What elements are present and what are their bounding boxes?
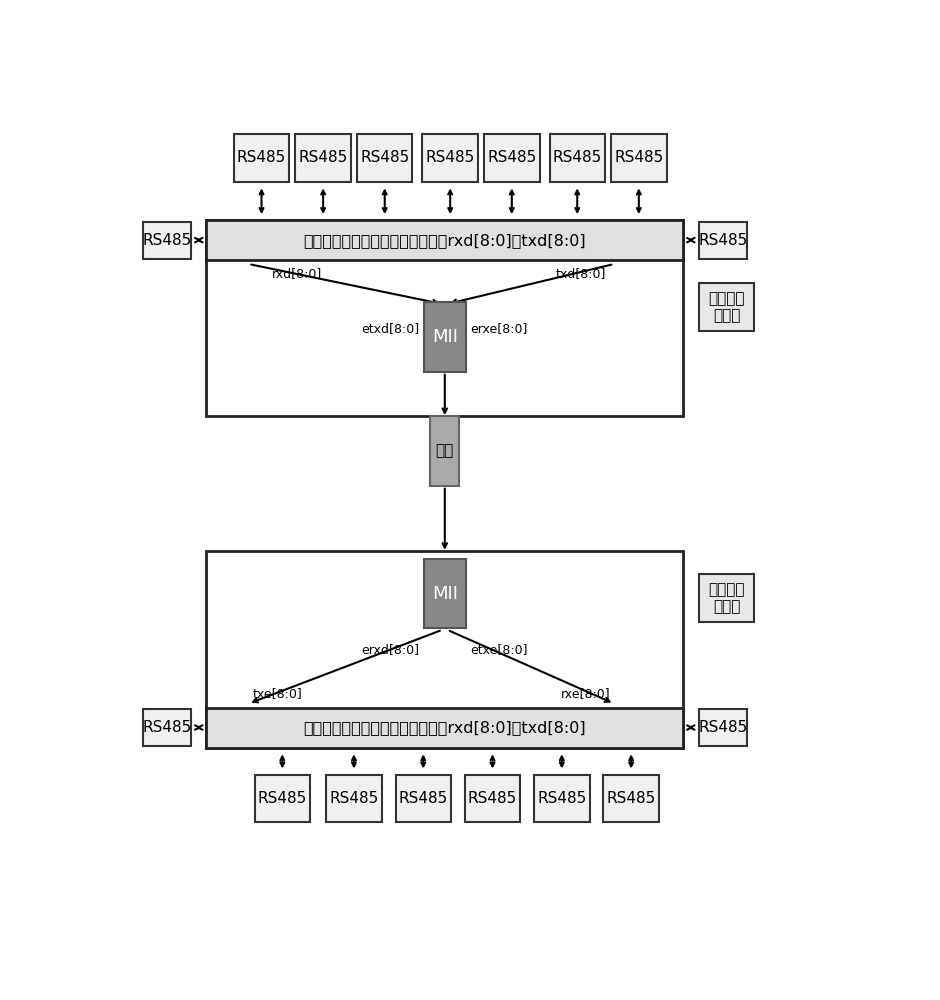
Bar [699, 709, 746, 746]
Text: RS485: RS485 [468, 791, 517, 806]
Text: RS485: RS485 [237, 150, 286, 165]
Bar [699, 222, 746, 259]
Bar [484, 134, 540, 182]
Bar [143, 709, 191, 746]
Text: etxe[8:0]: etxe[8:0] [471, 643, 528, 656]
Bar [234, 134, 290, 182]
Text: RS485: RS485 [258, 791, 307, 806]
Text: erxe[8:0]: erxe[8:0] [471, 322, 528, 335]
Text: RS485: RS485 [426, 150, 475, 165]
Text: RS485: RS485 [299, 150, 348, 165]
Bar [424, 559, 466, 628]
Text: RS485: RS485 [142, 233, 192, 248]
Bar [464, 774, 520, 822]
Bar [603, 774, 659, 822]
Text: RS485: RS485 [606, 791, 656, 806]
Text: 编码器方
向从站: 编码器方 向从站 [709, 582, 744, 614]
Text: RS485: RS485 [537, 791, 587, 806]
Bar [431, 416, 460, 486]
Text: erxd[8:0]: erxd[8:0] [361, 643, 419, 656]
Text: MII: MII [431, 585, 458, 603]
Bar [396, 774, 451, 822]
Text: 网线: 网线 [435, 444, 454, 459]
Text: RS485: RS485 [399, 791, 447, 806]
Text: 优先级处理、递辑控制、数据交换rxd[8:0]和txd[8:0]: 优先级处理、递辑控制、数据交换rxd[8:0]和txd[8:0] [304, 720, 587, 735]
Text: rxd[8:0]: rxd[8:0] [272, 267, 321, 280]
Text: 优先级处理、递辑控制、数据交换rxd[8:0]和txd[8:0]: 优先级处理、递辑控制、数据交换rxd[8:0]和txd[8:0] [304, 233, 587, 248]
Text: RS485: RS485 [553, 150, 602, 165]
Text: RS485: RS485 [360, 150, 409, 165]
Bar [206, 220, 683, 260]
Text: RS485: RS485 [614, 150, 664, 165]
Text: MII: MII [431, 328, 458, 346]
Text: txe[8:0]: txe[8:0] [252, 687, 302, 700]
Bar [534, 774, 589, 822]
Text: RS485: RS485 [329, 791, 379, 806]
Bar [143, 222, 191, 259]
Text: RS485: RS485 [142, 720, 192, 735]
Bar [295, 134, 351, 182]
Text: RS485: RS485 [487, 150, 537, 165]
Bar [357, 134, 413, 182]
Bar [206, 551, 683, 748]
Text: rxe[8:0]: rxe[8:0] [561, 687, 610, 700]
Bar [699, 283, 754, 331]
Bar [206, 220, 683, 416]
Text: etxd[8:0]: etxd[8:0] [361, 322, 419, 335]
Text: txd[8:0]: txd[8:0] [556, 267, 606, 280]
Bar [611, 134, 666, 182]
Bar [422, 134, 478, 182]
Text: RS485: RS485 [698, 233, 747, 248]
Bar [699, 574, 754, 622]
Bar [550, 134, 605, 182]
Text: 驱动器方
向主站: 驱动器方 向主站 [709, 291, 744, 323]
Text: RS485: RS485 [698, 720, 747, 735]
Bar [326, 774, 382, 822]
Bar [255, 774, 310, 822]
Bar [206, 708, 683, 748]
Bar [424, 302, 466, 372]
